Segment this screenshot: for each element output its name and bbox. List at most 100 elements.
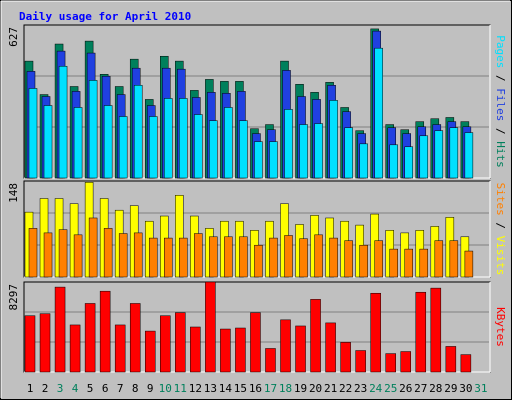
- bar: [254, 141, 263, 179]
- bar: [344, 240, 353, 278]
- x-tick-label: 1: [27, 382, 34, 395]
- bar: [389, 144, 398, 179]
- bar: [280, 319, 291, 373]
- bar: [254, 244, 263, 278]
- bar: [209, 120, 218, 179]
- legend-entry: Hits: [494, 141, 507, 168]
- bar: [103, 105, 113, 179]
- bar: [148, 116, 158, 179]
- bar: [400, 351, 411, 373]
- bar: [43, 105, 53, 179]
- bar: [28, 88, 38, 179]
- x-tick-label: 23: [354, 382, 367, 395]
- bar: [314, 234, 323, 278]
- bar: [430, 287, 442, 373]
- legend: Pages / Files / Hits: [494, 35, 507, 168]
- bar: [73, 234, 83, 278]
- chart-title: Daily usage for April 2010: [19, 10, 191, 23]
- bar: [299, 124, 308, 179]
- bar: [385, 353, 396, 373]
- bar: [114, 324, 126, 373]
- x-tick-label: 21: [324, 382, 337, 395]
- bar: [449, 127, 459, 179]
- x-tick-label: 4: [72, 382, 79, 395]
- bar: [250, 312, 261, 373]
- bar: [160, 315, 171, 373]
- x-tick-label: 27: [414, 382, 427, 395]
- bar: [419, 248, 429, 278]
- bar: [404, 248, 413, 278]
- y-tick-label: 148: [7, 183, 20, 203]
- bar: [28, 228, 38, 278]
- x-tick-label: 26: [399, 382, 412, 395]
- bar: [445, 346, 457, 373]
- bar: [374, 47, 383, 179]
- bar: [359, 143, 368, 179]
- bar: [415, 291, 427, 373]
- bar: [464, 250, 474, 278]
- bar: [194, 114, 203, 179]
- x-tick-label: 28: [429, 382, 442, 395]
- bar: [460, 354, 472, 373]
- x-tick-label: 19: [294, 382, 307, 395]
- x-tick-label: 14: [219, 382, 233, 395]
- bar: [265, 348, 276, 373]
- x-tick-label: 24: [369, 382, 383, 395]
- bar: [133, 85, 143, 179]
- legend: KBytes: [494, 307, 507, 347]
- bar: [179, 237, 188, 278]
- x-tick-label: 12: [189, 382, 202, 395]
- bar: [235, 327, 246, 373]
- bar: [284, 235, 293, 278]
- bar: [88, 217, 98, 278]
- x-tick-label: 17: [264, 382, 277, 395]
- bar: [164, 98, 173, 179]
- bar: [24, 315, 36, 373]
- bar: [73, 107, 83, 179]
- x-tick-label: 10: [159, 382, 172, 395]
- bar: [419, 135, 429, 179]
- bar: [99, 290, 111, 373]
- bar: [449, 240, 459, 278]
- x-tick-label: 2: [42, 382, 49, 395]
- bar: [133, 232, 143, 278]
- bar: [144, 330, 156, 373]
- x-tick-label: 6: [102, 382, 109, 395]
- bar: [84, 303, 96, 373]
- bar: [329, 237, 338, 278]
- legend-entry: Visits: [494, 236, 507, 276]
- legend-separator: /: [494, 68, 507, 88]
- bar: [434, 130, 444, 179]
- x-tick-label: 3: [57, 382, 64, 395]
- bar: [39, 313, 51, 373]
- bar: [344, 127, 353, 179]
- bar: [175, 312, 186, 373]
- legend: Sites / Visits: [494, 183, 507, 276]
- legend-entry: Pages: [494, 35, 507, 68]
- bar: [58, 65, 68, 179]
- bar: [269, 141, 278, 179]
- bar: [239, 120, 248, 179]
- x-tick-label: 29: [444, 382, 457, 395]
- bar: [404, 146, 413, 179]
- bar: [179, 98, 188, 179]
- x-tick-label: 13: [204, 382, 217, 395]
- bar: [209, 236, 218, 278]
- bar: [464, 132, 474, 179]
- bar: [359, 244, 368, 278]
- bar: [129, 303, 141, 373]
- legend-separator: /: [494, 216, 507, 236]
- legend-entry: Files: [494, 88, 507, 121]
- bar: [310, 299, 321, 373]
- bar: [148, 237, 158, 278]
- legend-entry: KBytes: [494, 307, 507, 347]
- bar: [325, 322, 336, 373]
- x-tick-label: 20: [309, 382, 322, 395]
- bar: [103, 228, 113, 278]
- bar: [164, 237, 173, 278]
- bar: [220, 328, 231, 373]
- x-tick-label: 5: [87, 382, 94, 395]
- bar: [190, 326, 201, 373]
